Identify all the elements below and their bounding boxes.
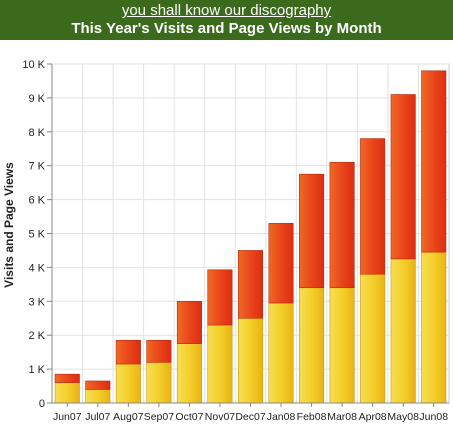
x-tick-label: Dec07 <box>235 411 266 423</box>
y-tick-label: 1 K <box>28 364 45 376</box>
bar-segment-upper <box>329 162 355 289</box>
x-tick-label: Feb08 <box>297 411 327 423</box>
x-tick-label: Jun07 <box>53 411 82 423</box>
bar-segment-upper <box>237 250 264 319</box>
bar-segment-upper <box>176 300 202 344</box>
bar-segment-lower <box>85 389 111 404</box>
chart-title: This Year's Visits and Page Views by Mon… <box>71 20 382 37</box>
chart-area: 0 1 K 2 K 3 K 4 K 5 K 6 K 7 K 8 K 9 K 10 K Jun07 Jul… <box>0 40 453 430</box>
x-tick-label: Aug07 <box>113 411 144 423</box>
bar-segment-lower <box>176 343 202 404</box>
bar-segment-upper <box>360 138 386 275</box>
bar-segment-lower <box>299 287 325 404</box>
bar-segment-upper <box>85 380 111 390</box>
bar-segment-lower <box>390 258 416 404</box>
y-tick-label: 10 K <box>22 59 45 71</box>
bar-segment-upper <box>299 173 325 289</box>
site-link[interactable]: you shall know our discography <box>121 2 332 19</box>
y-tick-label: 3 K <box>28 296 45 308</box>
bar-segment-upper <box>146 339 172 363</box>
bar-segment-lower <box>207 324 233 404</box>
x-tick-label: Jan08 <box>267 411 296 423</box>
bar-chart: 0 1 K 2 K 3 K 4 K 5 K 6 K 7 K 8 K 9 K 10 K Jun07 Jul… <box>2 59 450 423</box>
y-tick-label: 9 K <box>28 93 45 105</box>
chart-header: you shall know our discography This Year… <box>0 0 453 40</box>
y-tick-label: 0 <box>39 398 45 410</box>
x-tick-label: Jul07 <box>85 411 110 423</box>
bar-segment-lower <box>421 251 447 404</box>
x-tick-label: Mar08 <box>327 411 357 423</box>
bar-segment-lower <box>237 317 264 404</box>
bar-segment-lower <box>329 287 355 404</box>
y-tick-label: 6 K <box>28 195 45 207</box>
bar-segment-lower <box>115 363 141 404</box>
bar-segment-lower <box>268 302 294 404</box>
bar-segment-lower <box>54 382 80 404</box>
bar-segment-upper <box>54 373 80 383</box>
y-tick-label: 4 K <box>28 262 45 274</box>
y-tick-label: 8 K <box>28 127 45 139</box>
x-tick-label: Sep07 <box>144 411 175 423</box>
bar-segment-upper <box>390 94 416 260</box>
bar-segment-lower <box>360 273 386 404</box>
y-tick-label: 5 K <box>28 229 45 241</box>
x-tick-label: Oct07 <box>175 411 203 423</box>
bar-segment-lower <box>146 362 172 404</box>
x-tick-label: May08 <box>387 411 419 423</box>
x-tick-label: Nov07 <box>205 411 236 423</box>
y-axis-label: Visits and Page Views <box>2 162 16 288</box>
bar-segment-upper <box>207 269 233 326</box>
bar-segment-upper <box>421 70 447 253</box>
y-tick-label: 2 K <box>28 330 45 342</box>
y-tick-label: 7 K <box>28 161 45 173</box>
x-tick-label: Apr08 <box>359 411 387 423</box>
bar-segment-upper <box>115 339 141 365</box>
x-tick-label: Jun08 <box>419 411 448 423</box>
bar-segment-upper <box>268 223 294 304</box>
